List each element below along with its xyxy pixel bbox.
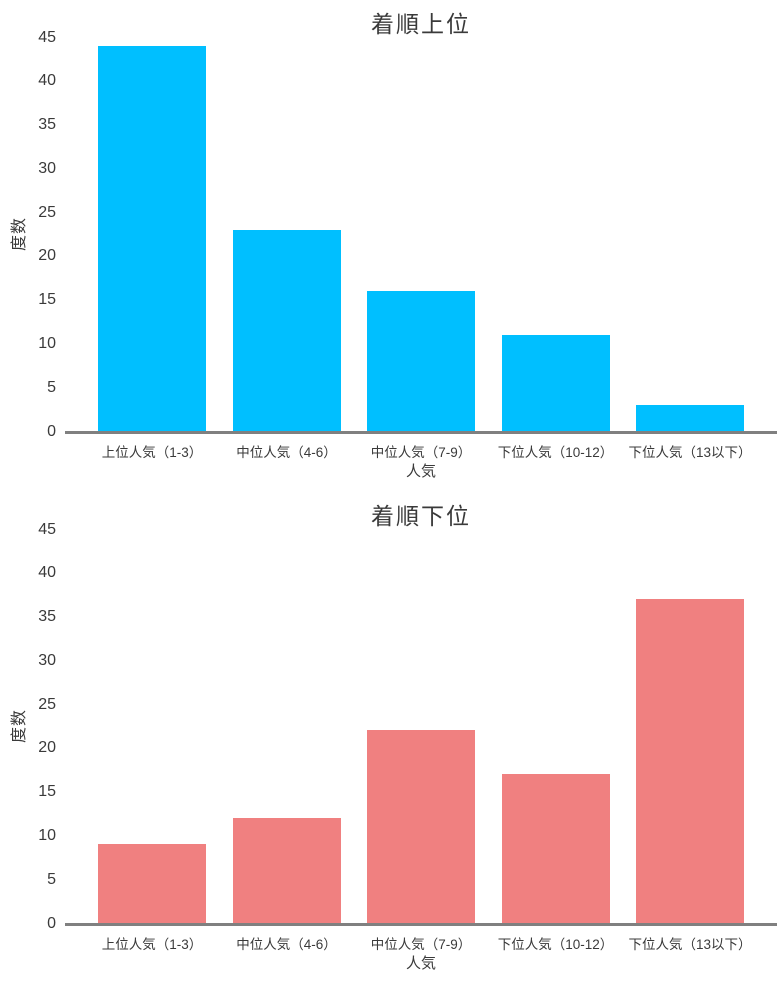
- x-category-label: 下位人気（13以下）: [628, 445, 752, 460]
- y-tick-label: 25: [38, 203, 56, 221]
- chart-title: 着順上位: [371, 11, 471, 37]
- y-tick-label: 5: [47, 870, 56, 888]
- y-tick-label: 35: [38, 608, 56, 626]
- chart-top-finish: 着順上位 度数 人気 0 5 10 15 20 25 30 35 40 45 上位人気（1-3） 中位…: [11, 11, 777, 480]
- y-tick-label: 15: [38, 783, 56, 801]
- y-tick-label: 0: [47, 422, 56, 440]
- x-axis-label: 人気: [405, 463, 436, 480]
- y-tick-label: 35: [38, 116, 56, 134]
- x-axis-line: [65, 431, 777, 434]
- plot-area: [65, 529, 777, 923]
- y-tick-label: 20: [38, 739, 56, 757]
- x-category-label: 上位人気（1-3）: [101, 445, 203, 460]
- bar: [367, 730, 475, 923]
- bar: [636, 404, 744, 431]
- bar: [232, 229, 341, 431]
- y-tick-label: 10: [38, 334, 56, 352]
- bar: [98, 45, 206, 431]
- x-category-label: 下位人気（10-12）: [497, 445, 614, 460]
- y-tick-label: 15: [38, 291, 56, 309]
- chart-title: 着順下位: [371, 503, 471, 529]
- y-tick-label: 40: [38, 72, 56, 90]
- bar: [98, 844, 206, 923]
- y-tick-label: 45: [38, 520, 56, 538]
- y-tick-label: 30: [38, 159, 56, 177]
- y-tick-label: 30: [38, 651, 56, 669]
- plot-area: [65, 37, 777, 431]
- x-category-label: 中位人気（4-6）: [236, 445, 337, 460]
- y-tick-label: 45: [38, 28, 56, 46]
- x-category-label: 中位人気（7-9）: [370, 445, 472, 460]
- x-axis-label: 人気: [405, 955, 436, 972]
- y-tick-label: 10: [38, 826, 56, 844]
- x-category-label: 上位人気（1-3）: [101, 937, 203, 952]
- bar: [367, 290, 475, 431]
- y-tick-label: 5: [47, 378, 56, 396]
- y-tick-label: 25: [38, 695, 56, 713]
- x-category-label: 中位人気（7-9）: [370, 937, 472, 952]
- chart-bottom-finish: 着順下位 度数 人気 0 5 10 15 20 25 30 35 40 45 上位人気（1-3） 中位…: [0, 492, 784, 984]
- bar: [636, 599, 744, 923]
- y-tick-label: 20: [38, 247, 56, 265]
- x-category-label: 中位人気（4-6）: [236, 937, 337, 952]
- x-category-label: 下位人気（13以下）: [628, 937, 752, 952]
- x-category-label: 下位人気（10-12）: [497, 937, 614, 952]
- bar: [232, 817, 341, 923]
- y-tick-label: 0: [47, 914, 56, 932]
- bar: [501, 774, 610, 923]
- bar: [501, 334, 610, 431]
- y-tick-label: 40: [38, 564, 56, 582]
- x-axis-line: [65, 923, 777, 926]
